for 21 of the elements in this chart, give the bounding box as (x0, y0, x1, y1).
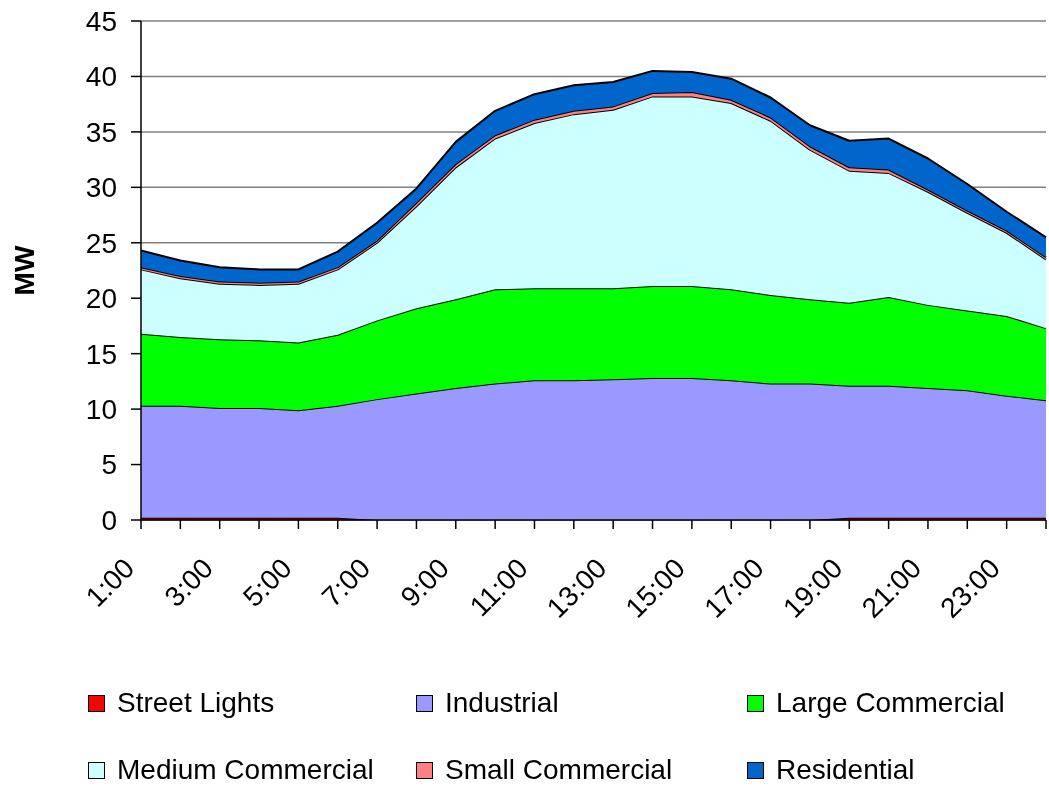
y-tick-label: 15 (85, 338, 117, 370)
y-tick-label: 45 (85, 5, 117, 37)
legend-label: Street Lights (117, 686, 275, 720)
legend-label: Medium Commercial (117, 753, 374, 787)
y-tick-label: 20 (85, 283, 117, 315)
x-tick-label: 5:00 (237, 552, 298, 613)
x-tick-label: 9:00 (394, 552, 456, 613)
y-tick-label: 40 (85, 61, 117, 93)
y-tick-label: 35 (85, 116, 117, 148)
y-tick-label: 0 (101, 504, 117, 536)
legend-label: Residential (776, 753, 915, 787)
y-tick-label: 5 (101, 449, 117, 481)
x-tick-label: 3:00 (158, 552, 219, 613)
legend-label: Small Commercial (445, 753, 673, 787)
legend-label: Industrial (445, 686, 559, 720)
y-axis-title: MW (9, 245, 40, 296)
legend-label: Large Commercial (776, 686, 1005, 720)
y-tick-label: 25 (85, 227, 117, 259)
x-tick-label: 7:00 (315, 552, 377, 613)
y-tick-label: 10 (85, 394, 117, 426)
y-tick-label: 30 (85, 172, 117, 204)
